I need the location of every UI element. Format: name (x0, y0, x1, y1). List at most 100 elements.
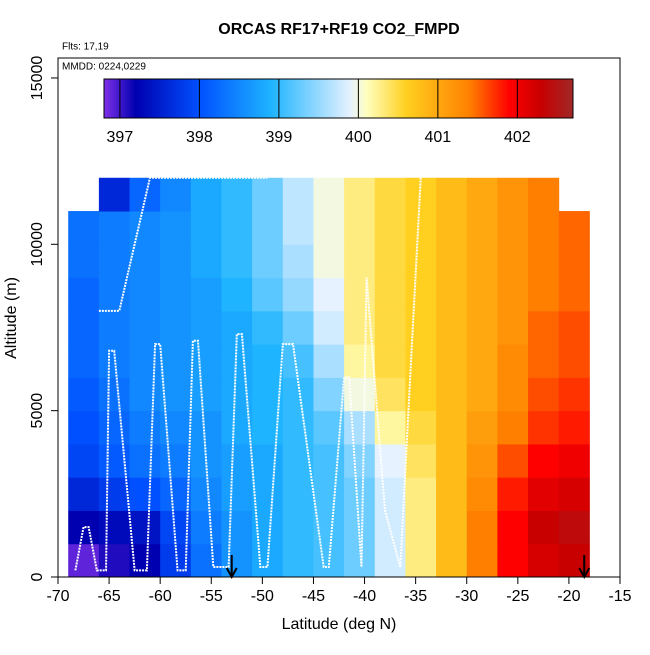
heat-cell (497, 277, 529, 312)
heat-cell (313, 344, 345, 378)
heat-cell (466, 377, 498, 412)
heat-cell (497, 177, 529, 212)
heat-cell (344, 211, 376, 245)
heat-cell (405, 244, 437, 279)
heat-cell (528, 277, 560, 312)
heat-cell (282, 177, 314, 212)
heat-cell (344, 344, 376, 378)
heat-cell (436, 477, 468, 511)
heat-cell (344, 277, 376, 312)
heat-cell (68, 377, 100, 412)
annotation: MMDD: 0224,0229 (62, 62, 146, 73)
heat-cell (528, 211, 560, 245)
x-tick-label: -15 (608, 588, 631, 605)
heat-cell (98, 410, 131, 445)
heat-cell (374, 377, 406, 412)
heat-cell (528, 244, 560, 279)
heat-cell (252, 477, 284, 511)
heat-cell (558, 211, 590, 245)
x-tick-label: -40 (353, 588, 376, 605)
heat-cell (282, 443, 314, 478)
heat-cell (68, 344, 100, 378)
heat-cell (190, 344, 222, 378)
flight-track (74, 176, 422, 572)
heat-cell (98, 543, 131, 578)
heat-cell (466, 244, 498, 279)
heat-cell (528, 344, 560, 378)
heat-cell (221, 344, 253, 378)
heat-cell (129, 244, 161, 279)
heat-cell (98, 443, 131, 478)
x-tick-label: -45 (302, 588, 325, 605)
heat-cell (528, 477, 560, 511)
x-tick-label: -55 (200, 588, 223, 605)
heat-cell (436, 310, 468, 345)
heat-cell (528, 543, 560, 578)
heat-cell (221, 510, 253, 545)
heat-cell (405, 277, 437, 312)
heat-cell (558, 410, 590, 445)
heat-cell (221, 410, 253, 445)
x-tick-label: -30 (455, 588, 478, 605)
heat-cell (436, 344, 468, 378)
heat-cell (436, 377, 468, 412)
heat-cell (466, 344, 498, 378)
x-tick-label: -50 (251, 588, 274, 605)
heat-cell (528, 377, 560, 412)
plot-frame (57, 57, 621, 578)
heat-cell (252, 543, 284, 578)
heat-cell (190, 510, 222, 545)
heat-cell (528, 310, 560, 345)
heat-cell (344, 543, 376, 578)
heat-cell (221, 277, 253, 312)
heat-cell (374, 177, 406, 212)
heat-cell (528, 410, 560, 445)
heat-cell (129, 510, 161, 545)
heat-cell (98, 477, 131, 511)
heat-cell (436, 277, 468, 312)
x-tick-label: -65 (98, 588, 121, 605)
heat-cell (160, 443, 192, 478)
heat-cell (497, 310, 529, 345)
heat-cell (282, 244, 314, 279)
heat-cell (252, 443, 284, 478)
heat-cell (129, 277, 161, 312)
heat-cell (405, 177, 437, 212)
heat-cell (558, 310, 590, 345)
heat-cell (466, 510, 498, 545)
colorbar-tick-label: 400 (345, 129, 372, 146)
heat-cell (98, 310, 131, 345)
heat-cell (436, 443, 468, 478)
heat-cell (282, 344, 314, 378)
x-tick-label: -70 (46, 588, 69, 605)
heat-cell (129, 211, 161, 245)
heat-cell (436, 177, 468, 212)
heat-cell (374, 344, 406, 378)
heat-cell (190, 377, 222, 412)
heat-cell (344, 477, 376, 511)
heat-cell (221, 211, 253, 245)
heat-cell (436, 211, 468, 245)
heat-cell (68, 310, 100, 345)
heat-cell (497, 244, 529, 279)
heat-cell (344, 410, 376, 445)
heat-cell (558, 277, 590, 312)
heat-cell (221, 543, 253, 578)
heat-cell (160, 177, 192, 212)
heat-cell (558, 477, 590, 511)
x-tick-label: -20 (557, 588, 580, 605)
heat-cell (252, 344, 284, 378)
heat-cell (282, 377, 314, 412)
heat-cell (436, 244, 468, 279)
heat-cell (252, 211, 284, 245)
heat-cell (313, 277, 345, 312)
heat-cell (405, 310, 437, 345)
heat-cell (252, 310, 284, 345)
heat-cell (374, 443, 406, 478)
heat-cell (344, 244, 376, 279)
heat-cell (405, 510, 437, 545)
heat-cell (68, 477, 100, 511)
heat-cell (374, 244, 406, 279)
heat-cell (405, 211, 437, 245)
